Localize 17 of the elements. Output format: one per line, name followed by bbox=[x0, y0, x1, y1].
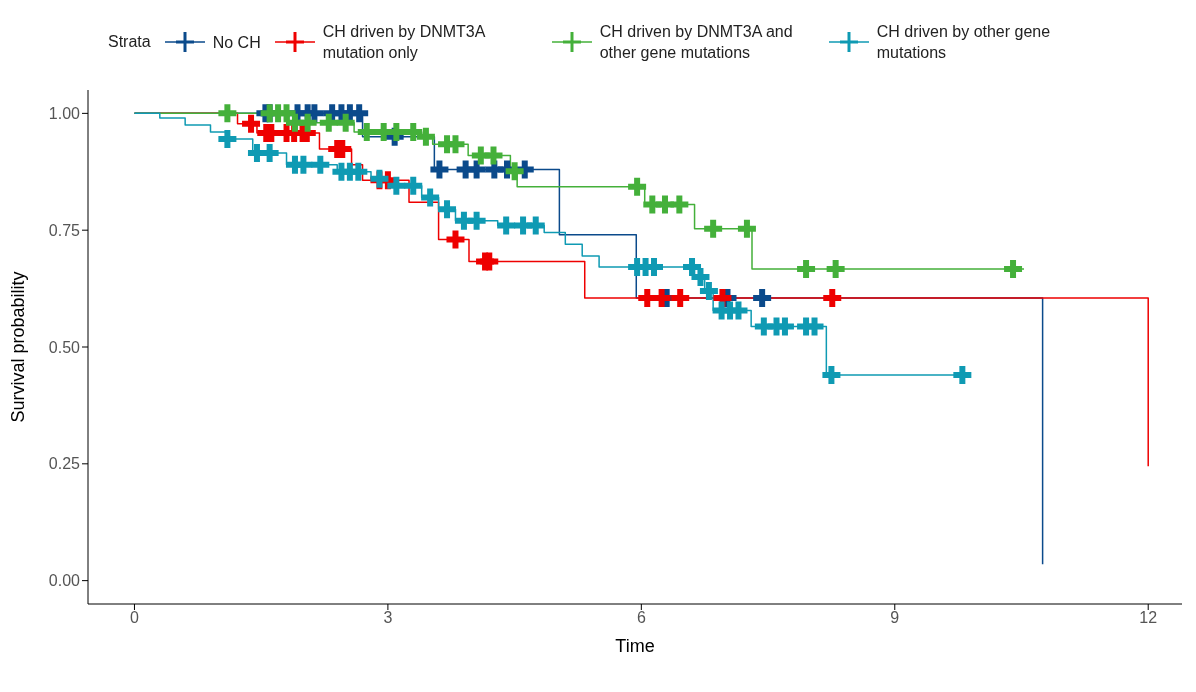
legend-title: Strata bbox=[108, 33, 151, 51]
y-axis-title: Survival probability bbox=[8, 271, 29, 423]
y-tick-label: 1.00 bbox=[48, 105, 81, 123]
x-tick-label: 3 bbox=[383, 609, 393, 627]
y-tick-label: 0.50 bbox=[48, 338, 81, 356]
legend-label: CH driven by other gene mutations bbox=[876, 22, 1052, 63]
y-tick-label: 0.75 bbox=[48, 221, 81, 239]
legend-label: CH driven by DNMT3A and other gene mutations bbox=[599, 22, 794, 63]
x-tick-label: 6 bbox=[636, 609, 646, 627]
x-tick-label: 12 bbox=[1139, 609, 1158, 627]
y-tick-label: 0.25 bbox=[48, 455, 81, 473]
x-axis-title: Time bbox=[615, 636, 655, 656]
legend-label: No CH bbox=[212, 32, 261, 53]
legend-label: CH driven by DNMT3A mutation only bbox=[322, 22, 487, 63]
y-tick-label: 0.00 bbox=[48, 572, 81, 590]
x-tick-label: 0 bbox=[130, 609, 140, 627]
x-tick-label: 9 bbox=[890, 609, 900, 627]
